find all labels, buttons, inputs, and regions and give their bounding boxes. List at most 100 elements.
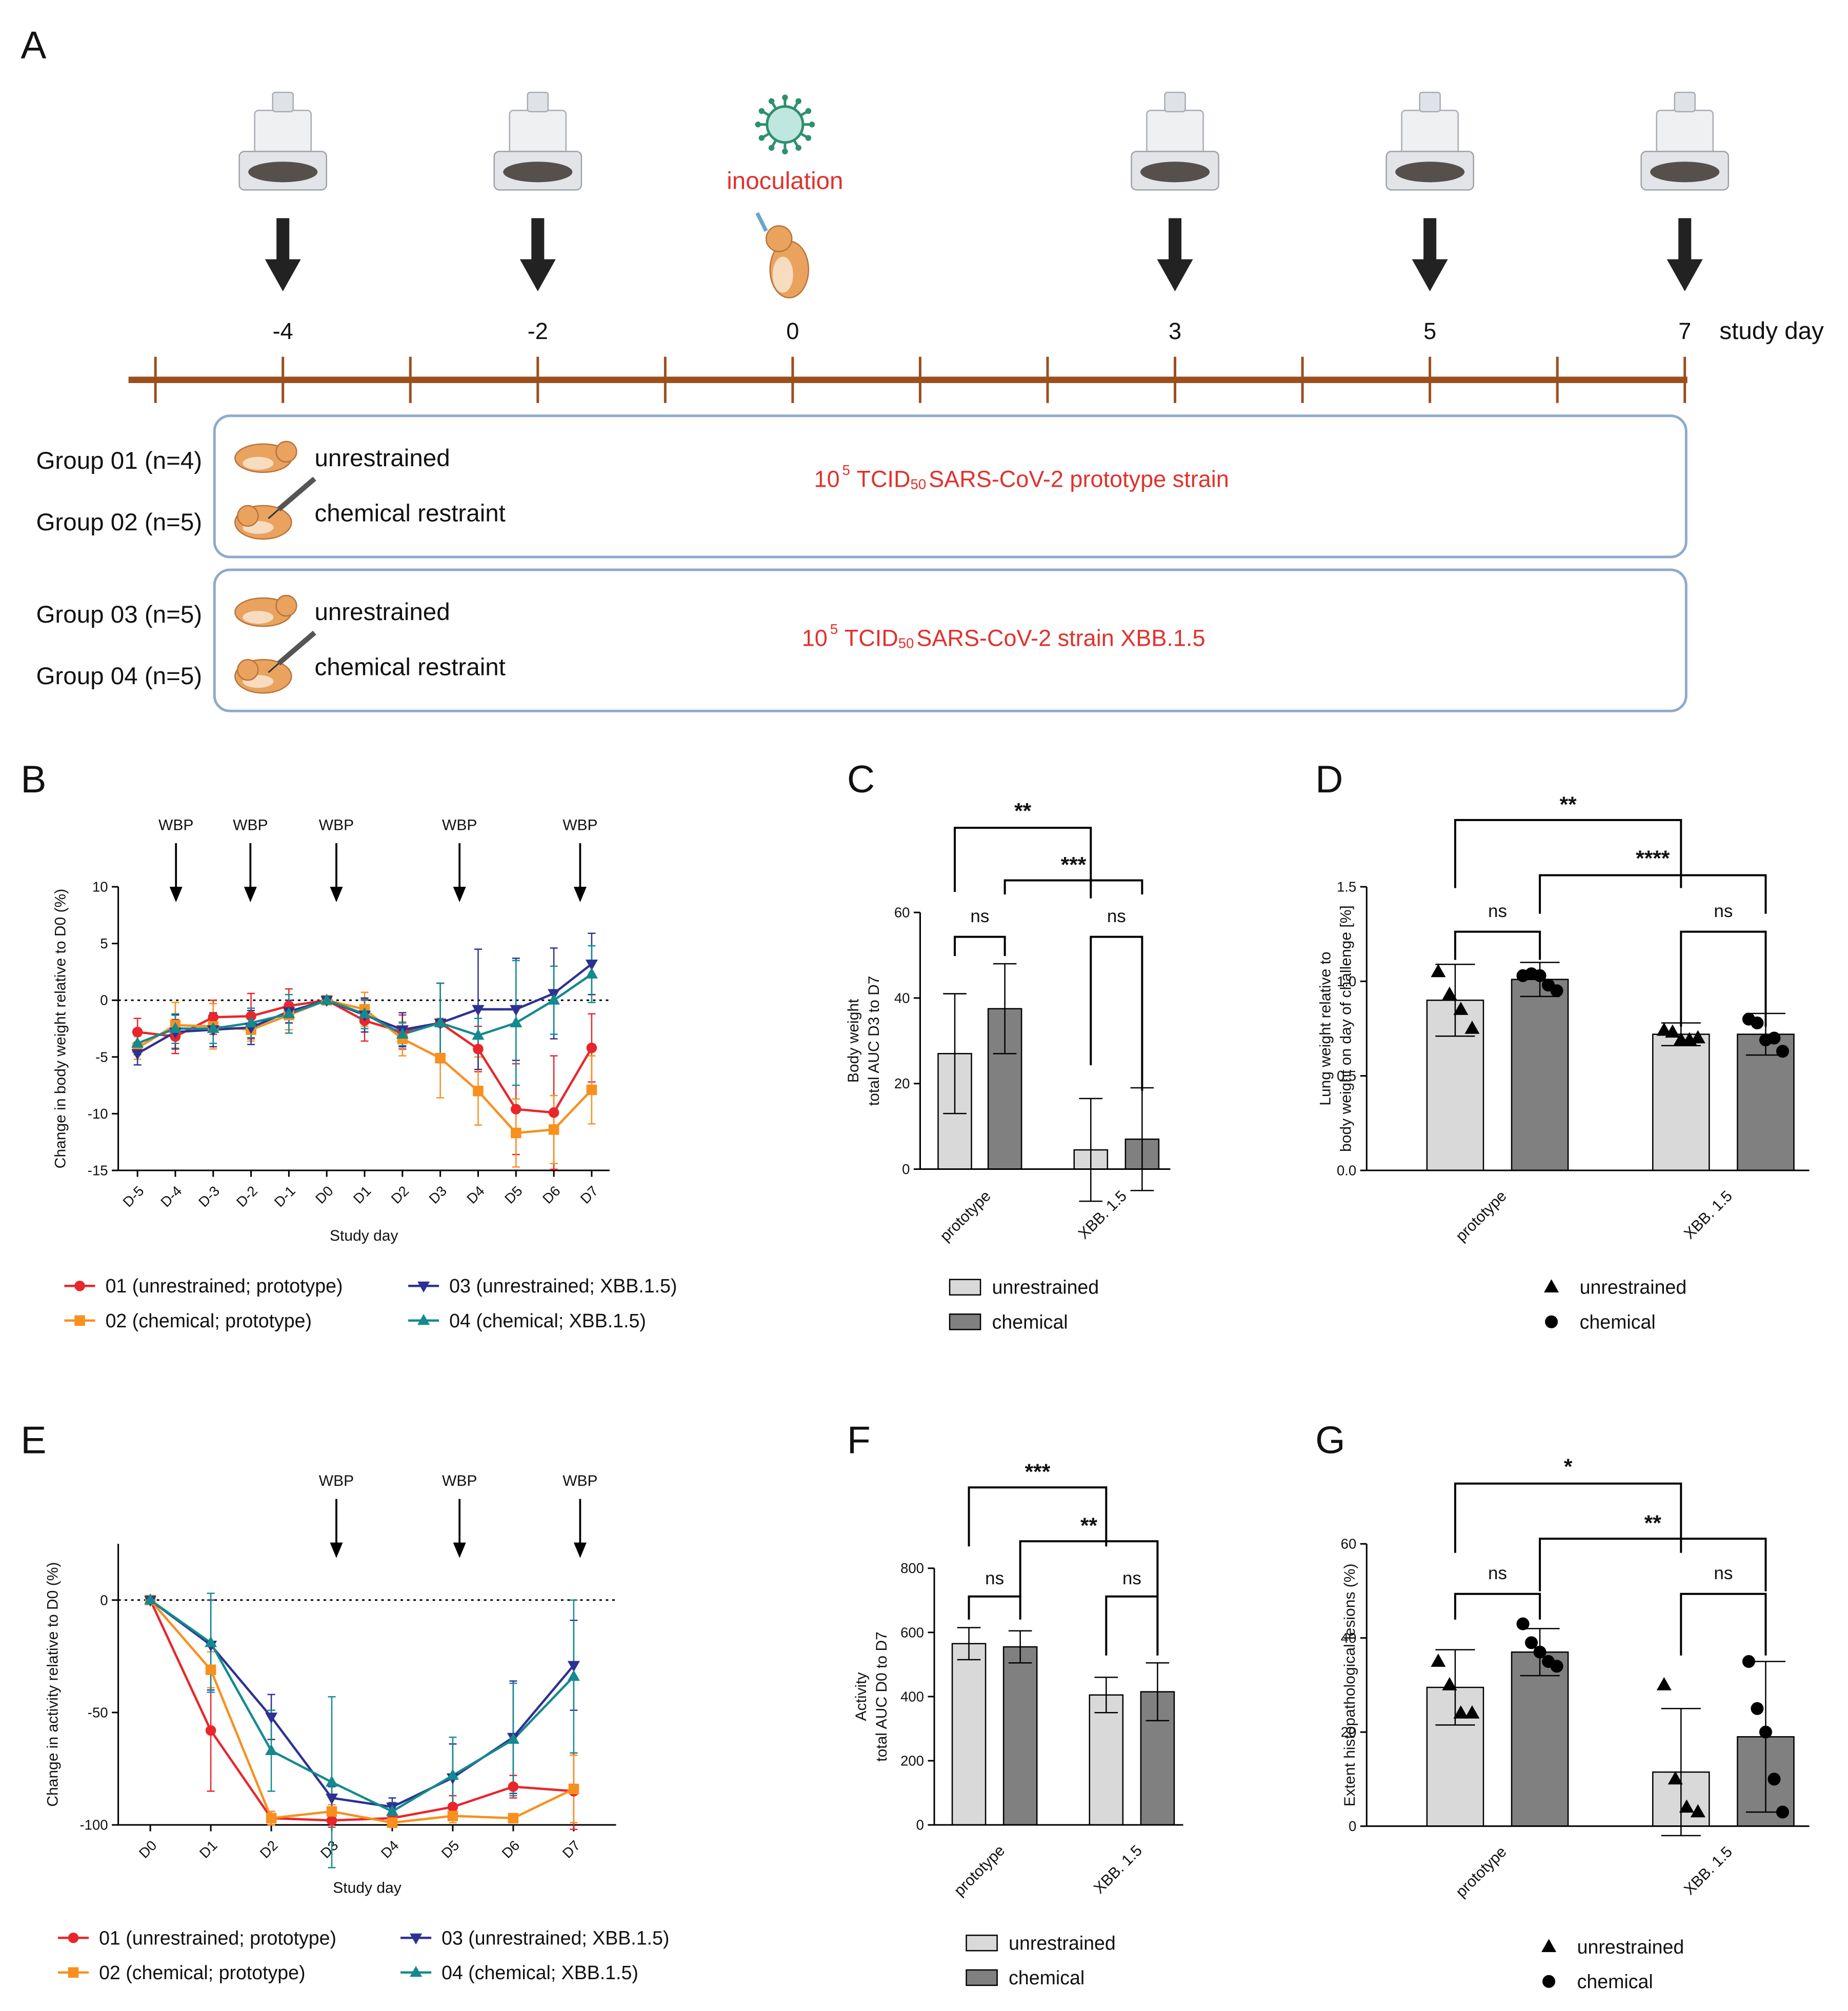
day-label: -4 (273, 318, 293, 344)
marker (1665, 1024, 1680, 1038)
marker (1690, 1030, 1705, 1044)
y-tick-label: 20 (894, 1076, 910, 1091)
marker (567, 1669, 580, 1681)
syringe (277, 476, 316, 512)
arrow-shaft (276, 218, 290, 262)
virus-spike-tip (795, 145, 801, 151)
significance-label: *** (1061, 853, 1087, 878)
y-axis-label: Lung weight relative to (1317, 951, 1334, 1105)
arrow-shaft (1169, 218, 1182, 262)
hamster-icon (234, 630, 316, 694)
marker (447, 1801, 458, 1813)
virus-spike-tip (805, 135, 812, 141)
group-label: Group 04 (n=5) (36, 663, 202, 690)
significance-label: ** (1014, 799, 1032, 823)
significance-label: *** (1025, 1460, 1051, 1484)
legend-marker (1544, 1279, 1559, 1292)
group-label: Group 03 (n=5) (36, 601, 202, 628)
arrow-shaft (531, 218, 545, 262)
y-tick-label: -50 (88, 1704, 108, 1720)
legend-label: 04 (chemical; XBB.1.5) (441, 1962, 638, 1983)
hamster-belly (243, 611, 274, 624)
virus-spike-tip (768, 98, 775, 104)
x-tick-label: prototype (951, 1842, 1008, 1900)
significance-bracket (1090, 935, 1143, 1091)
marker (1751, 1702, 1764, 1715)
annotation-arrowhead (330, 887, 343, 903)
marker (205, 1664, 216, 1675)
y-tick-label: 0 (916, 1817, 924, 1833)
legend-swatch (966, 1969, 998, 1986)
significance-bracket (1454, 1482, 1682, 1553)
y-tick-label: 0 (902, 1161, 910, 1177)
annotation: WBP (319, 1472, 354, 1489)
y-axis-label: Activity (853, 1672, 870, 1721)
scale-plate (1140, 162, 1210, 183)
significance-label: ns (970, 906, 989, 926)
y-tick-label: 0 (1349, 1818, 1356, 1834)
panel-letter: E (21, 1419, 46, 1462)
legend-swatch (949, 1279, 981, 1296)
annotation: WBP (233, 817, 268, 833)
y-tick-label: 0.5 (1337, 1068, 1356, 1084)
y-tick-label: 1.5 (1337, 879, 1356, 895)
panel-letter: D (1315, 758, 1343, 801)
marker (585, 960, 598, 971)
marker (207, 1022, 219, 1033)
marker (473, 1085, 484, 1097)
series-line (149, 1599, 575, 1813)
y-tick-label: 60 (1341, 1536, 1357, 1552)
y-axis-label: total AUC D0 to D7 (873, 1631, 890, 1762)
annotation: WBP (158, 817, 193, 833)
hamster-belly (243, 456, 274, 470)
hamster-icon (234, 441, 297, 473)
scale-lid (1419, 91, 1441, 112)
x-tick-label: D7 (559, 1837, 584, 1861)
marker (1453, 1002, 1469, 1015)
x-tick-label: D1 (196, 1837, 220, 1861)
marker (1442, 986, 1457, 1000)
series-line (149, 1599, 574, 1822)
legend-marker (417, 1313, 430, 1325)
legend-label: chemical (992, 1311, 1068, 1332)
marker (1656, 1022, 1672, 1036)
scale-icon (1385, 91, 1474, 191)
bar (1511, 1651, 1569, 1827)
scale-plate (1395, 162, 1465, 183)
x-tick-label: prototype (937, 1187, 994, 1245)
marker (510, 1016, 523, 1027)
marker (326, 1806, 337, 1817)
panel-letter: G (1315, 1419, 1345, 1462)
panel-letter: B (21, 758, 46, 801)
y-tick-label: -10 (88, 1106, 108, 1122)
significance-bracket (1454, 1592, 1541, 1620)
scale-icon (493, 91, 582, 191)
legend-label: unrestrained (1577, 1936, 1684, 1958)
x-tick-label: prototype (1453, 1843, 1510, 1901)
marker (320, 993, 333, 1005)
y-axis-label: total AUC D3 to D7 (866, 976, 882, 1106)
arrow-head (1412, 259, 1448, 292)
marker (131, 1037, 144, 1048)
y-axis-label: Body weight (845, 999, 862, 1083)
marker (472, 1005, 485, 1016)
significance-label: ** (1560, 792, 1577, 817)
x-tick-label: D-2 (233, 1183, 260, 1210)
axis-label: study day (1719, 317, 1824, 345)
marker (1759, 1725, 1772, 1739)
annotation: WBP (563, 1472, 597, 1489)
marker (567, 1661, 580, 1672)
y-tick-label: 60 (894, 905, 910, 921)
marker (585, 967, 598, 979)
marker (548, 993, 560, 1005)
marker (511, 1104, 521, 1114)
y-tick-label: 10 (92, 879, 108, 895)
annotation-arrowhead (453, 887, 466, 903)
marker (1442, 1677, 1457, 1690)
marker (447, 1810, 458, 1821)
marker (132, 1026, 143, 1038)
pipette (755, 212, 768, 232)
scale-jar (1401, 109, 1459, 155)
arrow-shaft (1423, 218, 1437, 262)
marker (1767, 1773, 1781, 1786)
